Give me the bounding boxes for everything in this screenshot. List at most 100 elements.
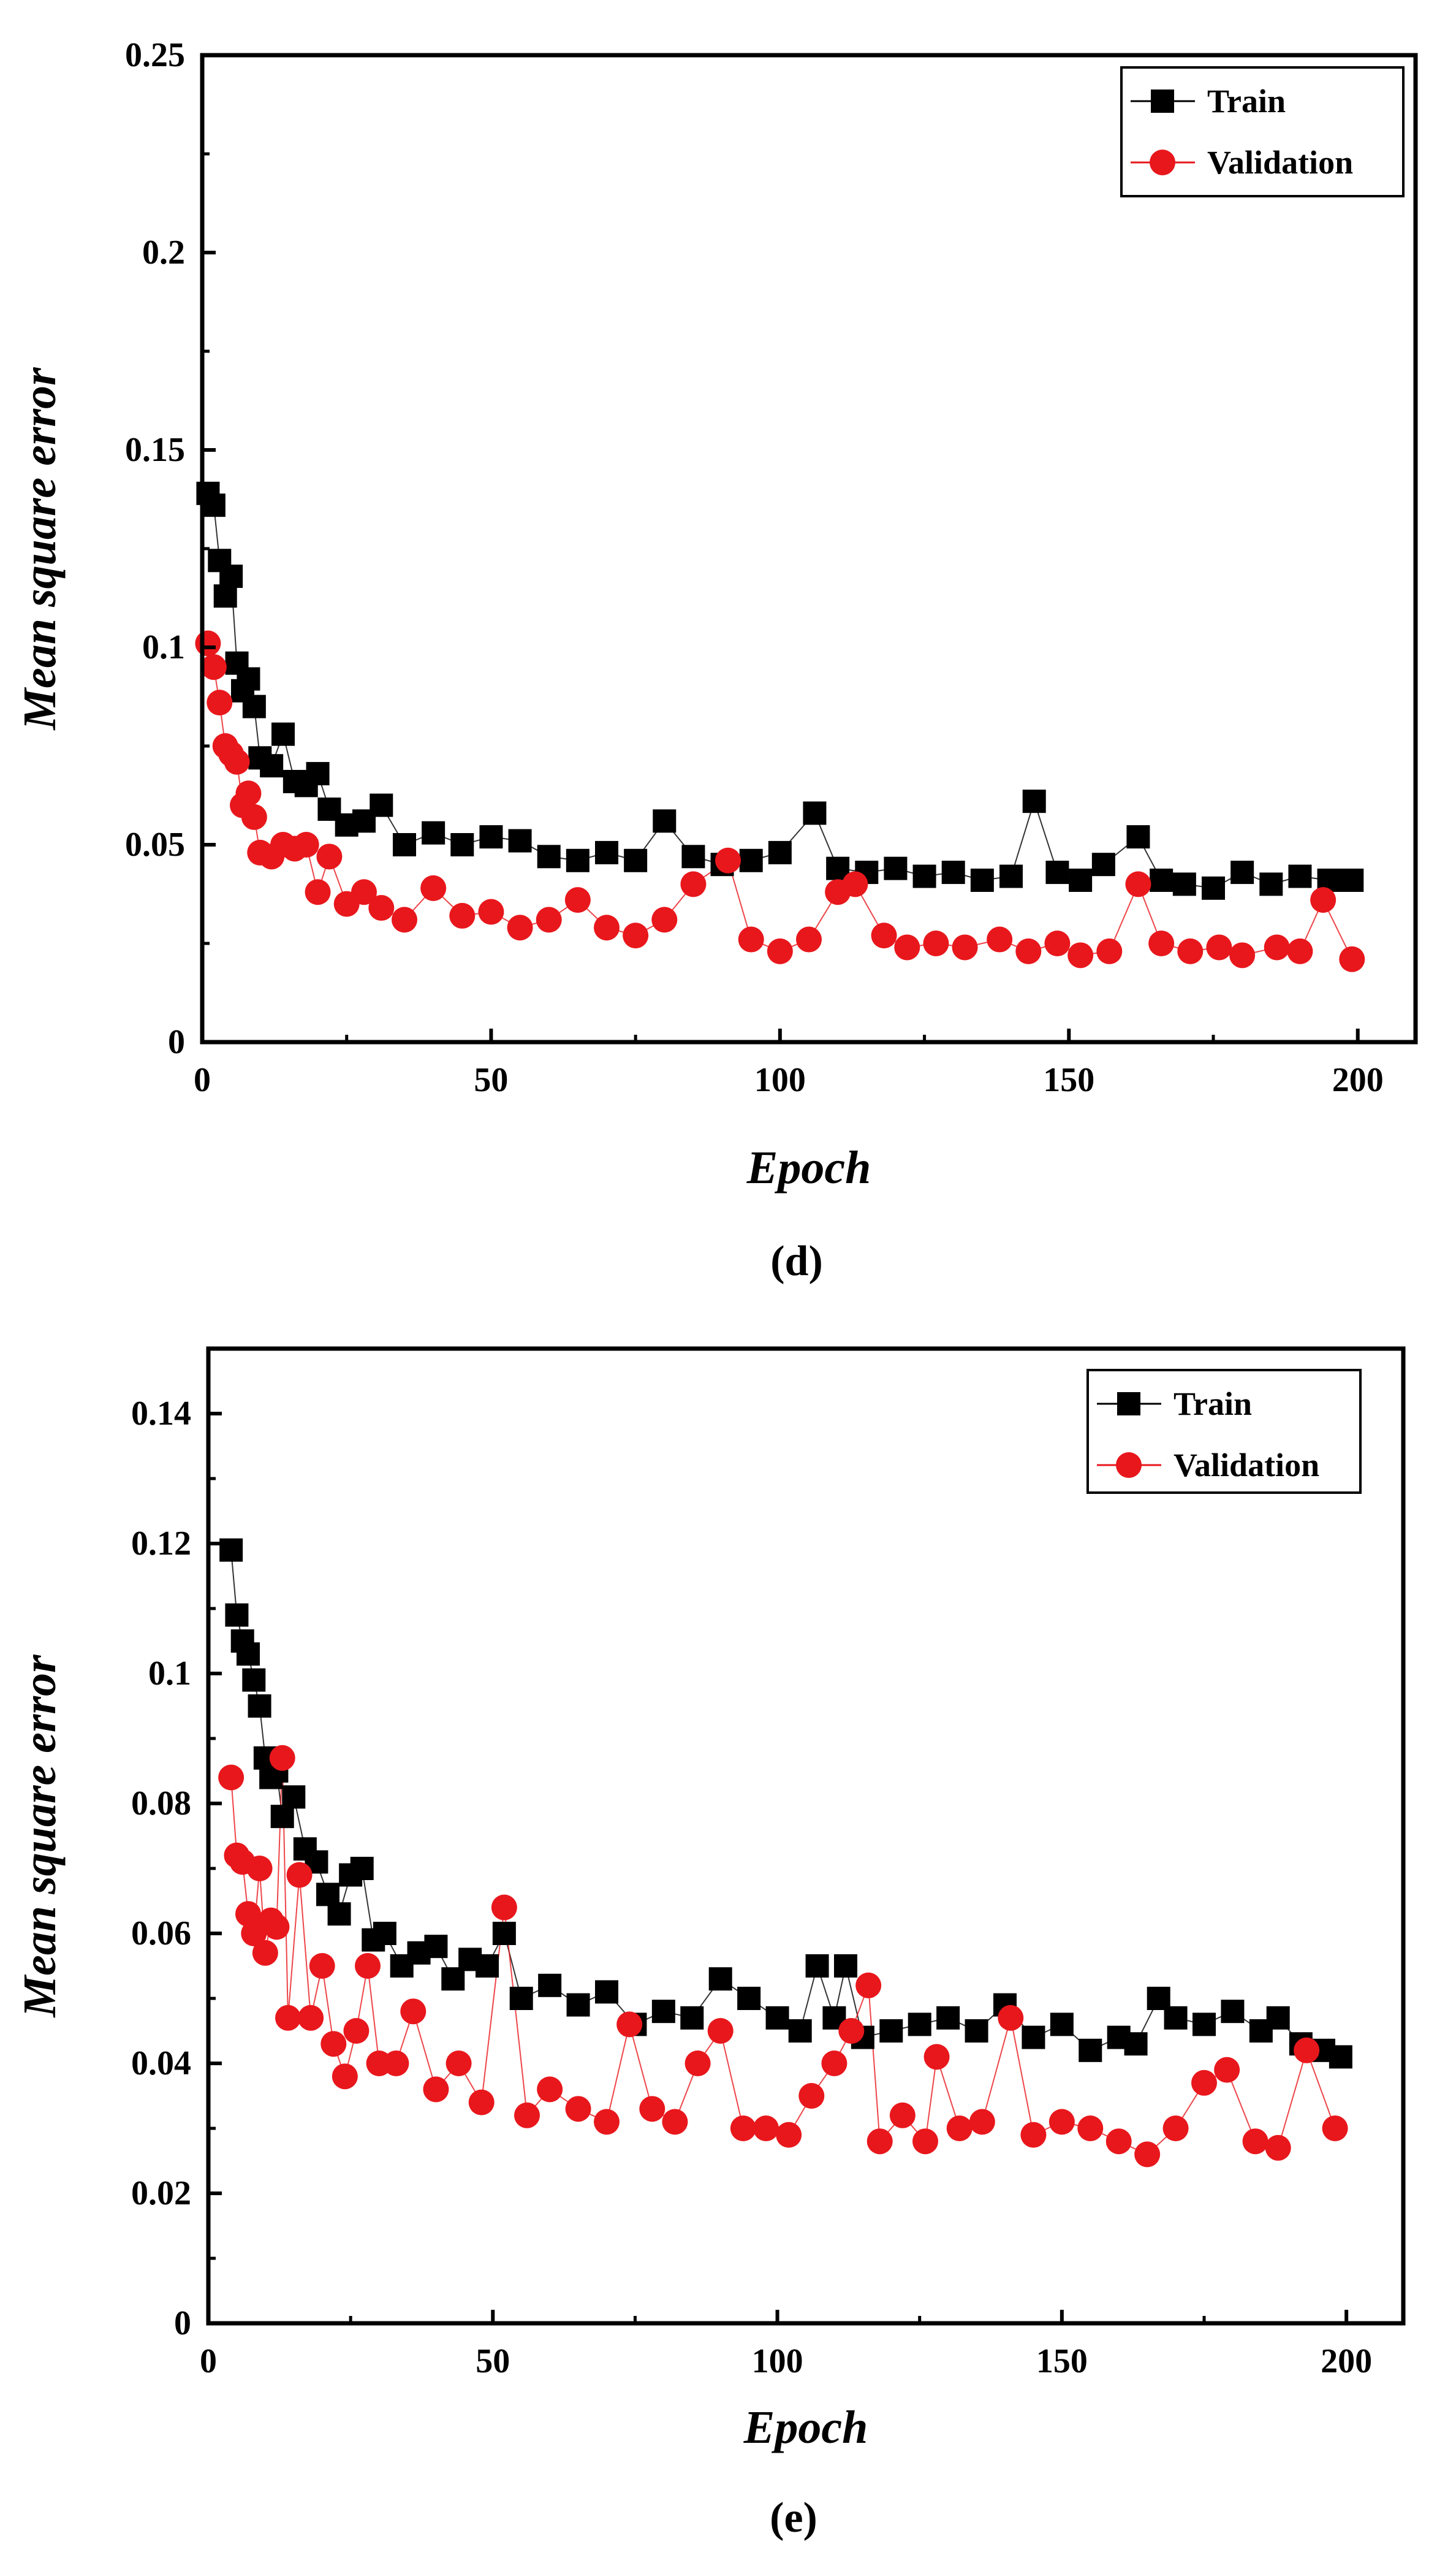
- data-point-train: [306, 762, 330, 786]
- data-point-validation: [320, 2031, 347, 2057]
- data-point-validation: [478, 899, 504, 925]
- legend-label-validation: Validation: [1174, 1447, 1319, 1483]
- data-point-train: [271, 722, 295, 746]
- data-point-validation: [195, 630, 221, 657]
- data-point-validation: [309, 1953, 335, 1979]
- x-tick-label: 200: [1332, 1061, 1384, 1099]
- data-point-train: [1124, 2032, 1148, 2056]
- data-point-validation: [753, 2115, 779, 2141]
- x-tick-label: 150: [1043, 1061, 1094, 1099]
- data-point-validation: [275, 2005, 301, 2031]
- data-point-validation: [286, 1862, 313, 1888]
- data-point-validation: [1096, 938, 1123, 964]
- data-point-train: [805, 1954, 829, 1978]
- data-point-train: [1069, 868, 1093, 892]
- data-point-validation: [316, 843, 343, 870]
- data-point-train: [479, 825, 503, 849]
- x-tick-label: 100: [754, 1061, 806, 1099]
- data-point-validation: [224, 748, 250, 775]
- data-point-validation: [894, 934, 920, 961]
- data-point-train: [1192, 2012, 1216, 2036]
- data-point-train: [219, 565, 243, 588]
- data-point-train: [441, 1967, 465, 1991]
- data-point-train: [970, 868, 994, 892]
- data-point-validation: [200, 654, 227, 680]
- data-point-validation: [1264, 934, 1290, 961]
- panel-label: (e): [770, 2494, 817, 2542]
- y-tick-label: 0.1: [148, 1654, 191, 1693]
- data-point-train: [803, 801, 827, 825]
- data-point-train: [1172, 872, 1196, 896]
- data-point-validation: [798, 2083, 825, 2109]
- legend: Train Validation: [1086, 1369, 1362, 1494]
- data-point-validation: [1322, 2115, 1348, 2141]
- data-point-train: [1329, 2045, 1352, 2069]
- data-point-train: [624, 848, 648, 872]
- data-point-validation: [383, 2050, 409, 2076]
- panel-label: (d): [770, 1238, 823, 1285]
- data-point-train: [393, 833, 416, 856]
- data-point-validation: [707, 2018, 734, 2044]
- data-point-train: [566, 1993, 590, 2017]
- data-point-validation: [1242, 2128, 1268, 2155]
- data-point-validation: [1214, 2057, 1240, 2083]
- data-point-validation: [507, 915, 533, 941]
- data-point-validation: [368, 895, 395, 921]
- x-tick-label: 200: [1321, 2342, 1372, 2380]
- data-point-validation: [1177, 938, 1204, 964]
- data-point-validation: [1020, 2122, 1047, 2148]
- data-point-validation: [715, 847, 741, 874]
- chart-panel-e: 0 0.02 0.04 0.06 0.08 0.1 0.12 0.14 0 50 100 150 200…: [14, 1346, 1406, 2542]
- y-tick-label: 0.14: [131, 1395, 191, 1433]
- y-tick-label: 0.12: [131, 1525, 191, 1563]
- data-point-train: [834, 1954, 857, 1978]
- data-point-train: [1221, 2000, 1245, 2024]
- data-point-validation: [491, 1894, 517, 1921]
- data-point-validation: [923, 2044, 950, 2070]
- data-point-validation: [420, 875, 447, 901]
- data-point-validation: [680, 871, 707, 897]
- data-point-train: [595, 840, 618, 864]
- data-point-train: [1147, 1987, 1170, 2010]
- y-tick-label: 0.06: [131, 1914, 191, 1952]
- data-point-train: [765, 2006, 789, 2030]
- data-point-validation: [1339, 946, 1365, 972]
- x-tick-label: 50: [474, 1061, 508, 1099]
- x-tick-label: 0: [194, 1061, 211, 1099]
- data-point-validation: [767, 938, 793, 964]
- data-point-validation: [1294, 2037, 1320, 2063]
- data-point-validation: [1134, 2141, 1161, 2168]
- data-point-validation: [1148, 931, 1175, 956]
- data-point-train: [350, 1857, 374, 1880]
- data-point-train: [508, 829, 532, 853]
- x-tick-label: 100: [752, 2342, 803, 2380]
- data-point-validation: [241, 804, 267, 830]
- data-point-validation: [594, 915, 620, 941]
- data-point-train: [1050, 2012, 1074, 2036]
- y-axis-title: Mean square error: [14, 367, 66, 731]
- data-point-train: [1045, 861, 1069, 885]
- data-point-train: [1022, 2025, 1045, 2049]
- data-point-validation: [987, 926, 1013, 953]
- data-point-validation: [738, 926, 764, 953]
- data-point-validation: [871, 923, 897, 949]
- y-axis-title: Mean square error: [14, 1654, 66, 2018]
- data-point-validation: [796, 926, 822, 953]
- data-point-validation: [946, 2115, 973, 2141]
- data-point-validation: [912, 2128, 938, 2155]
- data-point-validation: [838, 2018, 865, 2044]
- data-point-validation: [537, 2076, 563, 2103]
- data-point-validation: [1067, 942, 1094, 969]
- x-axis-title: Epoch: [743, 2402, 868, 2453]
- data-point-train: [225, 1603, 249, 1627]
- data-point-train: [476, 1954, 499, 1978]
- series-line-train: [207, 493, 1352, 889]
- data-point-validation: [392, 907, 417, 933]
- data-point-validation: [207, 690, 233, 716]
- data-point-train: [424, 1935, 448, 1959]
- data-point-train: [651, 2000, 675, 2024]
- data-point-train: [1164, 2006, 1188, 2030]
- y-tick-label: 0.15: [125, 431, 185, 469]
- data-point-validation: [298, 2005, 324, 2031]
